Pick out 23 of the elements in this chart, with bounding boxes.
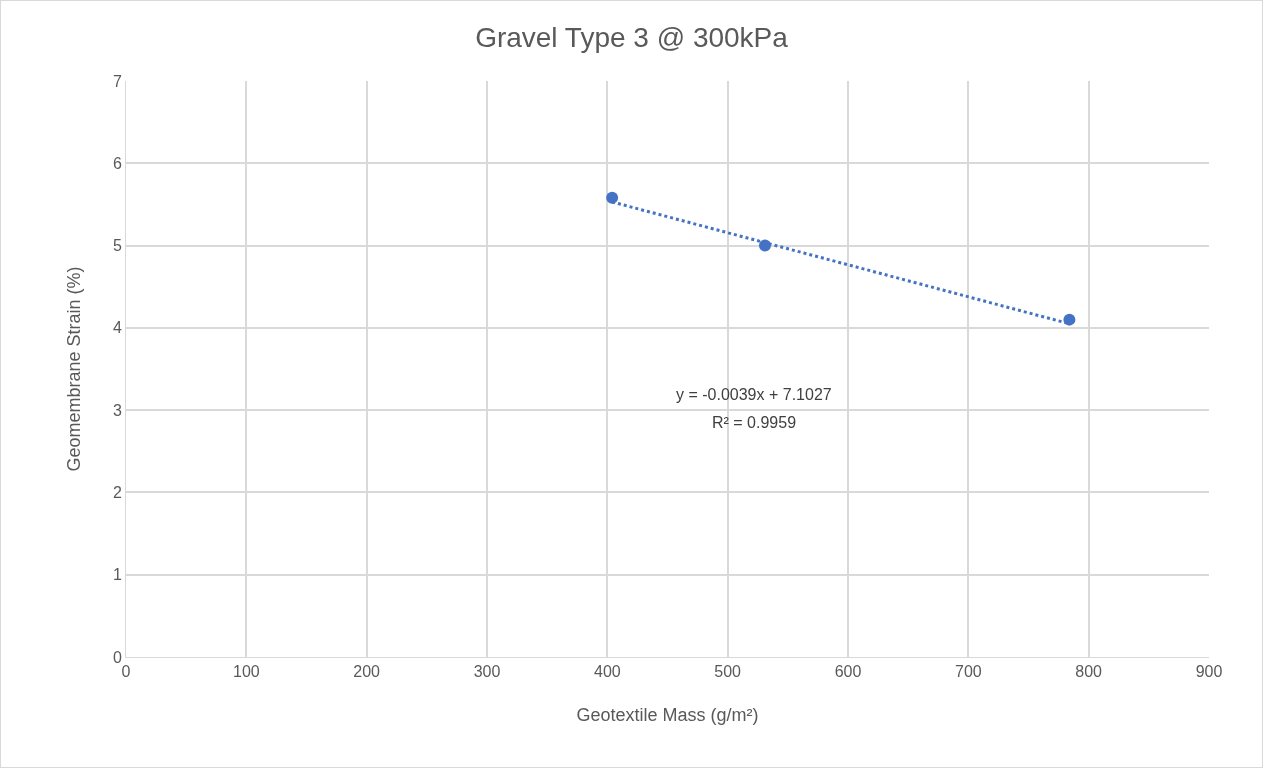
y-tick-label: 1 — [112, 566, 122, 584]
x-tick-label: 900 — [1195, 663, 1223, 681]
y-tick-label: 4 — [112, 319, 122, 337]
x-tick-label: 500 — [714, 663, 742, 681]
chart-title: Gravel Type 3 @ 300kPa — [475, 22, 789, 54]
x-tick-label: 700 — [954, 663, 982, 681]
y-tick-label: 2 — [112, 484, 122, 502]
y-tick-label: 0 — [112, 648, 122, 666]
x-tick-label: 800 — [1075, 663, 1103, 681]
x-tick-label: 600 — [834, 663, 862, 681]
y-tick-label: 7 — [112, 72, 122, 90]
x-tick-label: 200 — [353, 663, 381, 681]
x-tick-label: 400 — [593, 663, 621, 681]
y-tick-label: 6 — [112, 154, 122, 172]
annotation: y = -0.0039x + 7.1027 — [676, 386, 832, 403]
x-tick-label: 100 — [232, 663, 260, 681]
annotation: R² = 0.9959 — [712, 414, 797, 431]
y-tick-label: 5 — [112, 237, 122, 255]
y-axis-title: Geomembrane Strain (%) — [64, 266, 84, 472]
x-tick-label: 300 — [473, 663, 501, 681]
x-axis-title: Geotextile Mass (g/m²) — [576, 705, 759, 725]
point — [606, 191, 619, 204]
y-tick-label: 3 — [112, 401, 122, 419]
